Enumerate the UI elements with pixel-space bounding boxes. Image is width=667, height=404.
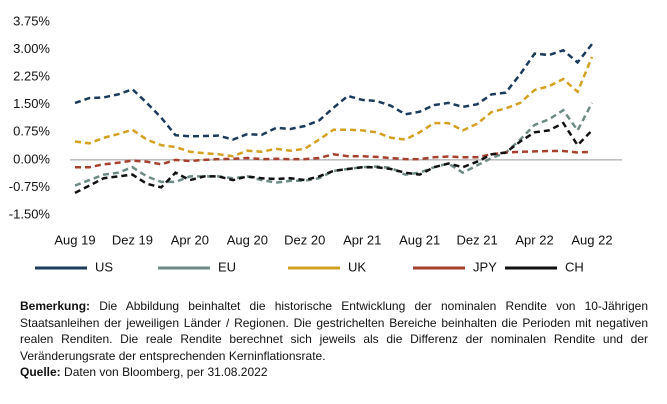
y-tick-label: -0.75% [9,179,51,194]
y-tick-label: 1.50% [13,96,50,111]
source: Quelle: Daten von Bloomberg, per 31.08.2… [20,364,648,381]
x-tick-label: Aug 20 [227,232,268,247]
note-label: Bemerkung: [20,299,91,313]
x-tick-label: Dez 20 [284,232,325,247]
y-tick-label: 0.75% [13,124,50,139]
line [74,121,593,195]
x-tick-label: Apr 20 [171,232,209,247]
note-text: Die Abbildung beinhaltet die historische… [20,299,648,363]
source-text: Daten von Bloomberg, per 31.08.2022 [64,365,268,379]
x-tick-label: Apr 22 [515,232,553,247]
note: Bemerkung: Die Abbildung beinhaltet die … [20,298,648,364]
legend-label: UK [348,259,366,274]
x-tick-label: Aug 21 [399,232,440,247]
y-tick-label: 3.75% [13,13,50,28]
line [74,102,594,187]
line [74,43,593,141]
chart: -1.50% -0.75% 0.00% 0.75% 1.50% 2.25% 3.00% 3.7… [9,13,622,274]
y-tick-label: 2.25% [13,69,50,84]
x-tick-label: Dez 21 [457,232,498,247]
source-label: Quelle: [20,365,61,379]
y-tick-label: 3.00% [13,41,50,56]
notes: Bemerkung: Die Abbildung beinhaltet die … [20,298,648,381]
legend-label: CH [565,259,584,274]
x-tick-label: Apr 21 [343,232,381,247]
x-tick-label: Aug 22 [571,232,612,247]
legend-label: US [95,259,113,274]
y-tick-label: -1.50% [9,206,51,221]
line [75,149,593,169]
legend-label: JPY [473,259,497,274]
y-tick-label: 0.00% [13,151,50,166]
line [74,56,594,158]
x-tick-label: Dez 19 [112,232,153,247]
x-tick-label: Aug 19 [54,232,95,247]
legend-label: EU [218,259,236,274]
